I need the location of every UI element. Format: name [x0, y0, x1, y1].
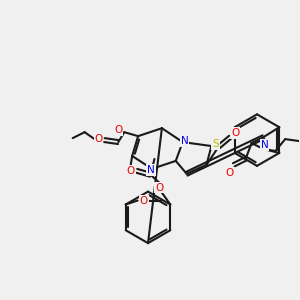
Text: S: S — [212, 139, 219, 149]
Text: O: O — [231, 128, 239, 138]
Text: O: O — [226, 168, 234, 178]
Text: O: O — [140, 196, 148, 206]
Text: N: N — [147, 165, 155, 175]
Text: N: N — [181, 136, 189, 146]
Text: N: N — [261, 140, 268, 150]
Text: O: O — [127, 166, 135, 176]
Text: O: O — [155, 183, 164, 193]
Text: O: O — [94, 134, 103, 144]
Text: O: O — [114, 125, 122, 135]
